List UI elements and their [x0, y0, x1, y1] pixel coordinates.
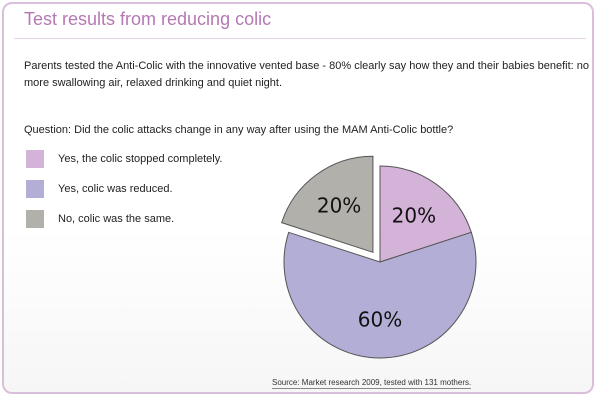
- pie-label-same: 20%: [317, 194, 361, 218]
- legend-swatch-reduced: [26, 180, 44, 198]
- legend-label-stopped: Yes, the colic stopped completely.: [58, 153, 223, 165]
- pie-label-stopped: 20%: [392, 203, 436, 227]
- pie-slice-same: [281, 155, 374, 253]
- source-note: Source: Market research 2009, tested wit…: [272, 378, 472, 389]
- survey-question: Question: Did the colic attacks change i…: [24, 124, 454, 136]
- legend-label-same: No, colic was the same.: [58, 213, 175, 225]
- legend-label-reduced: Yes, colic was reduced.: [58, 183, 173, 195]
- intro-text: Parents tested the Anti-Colic with the i…: [24, 60, 589, 89]
- page-title: Test results from reducing colic: [24, 9, 272, 29]
- legend-swatch-same: [26, 210, 44, 228]
- title-divider: [14, 38, 586, 39]
- pie-slice-stopped: [379, 165, 472, 263]
- pie-slices: [281, 155, 477, 359]
- pie-label-reduced: 60%: [358, 308, 402, 332]
- legend-swatch-stopped: [26, 150, 44, 168]
- pie-slice-reduced: [283, 231, 477, 359]
- pie-labels: 20% 60% 20%: [317, 194, 436, 332]
